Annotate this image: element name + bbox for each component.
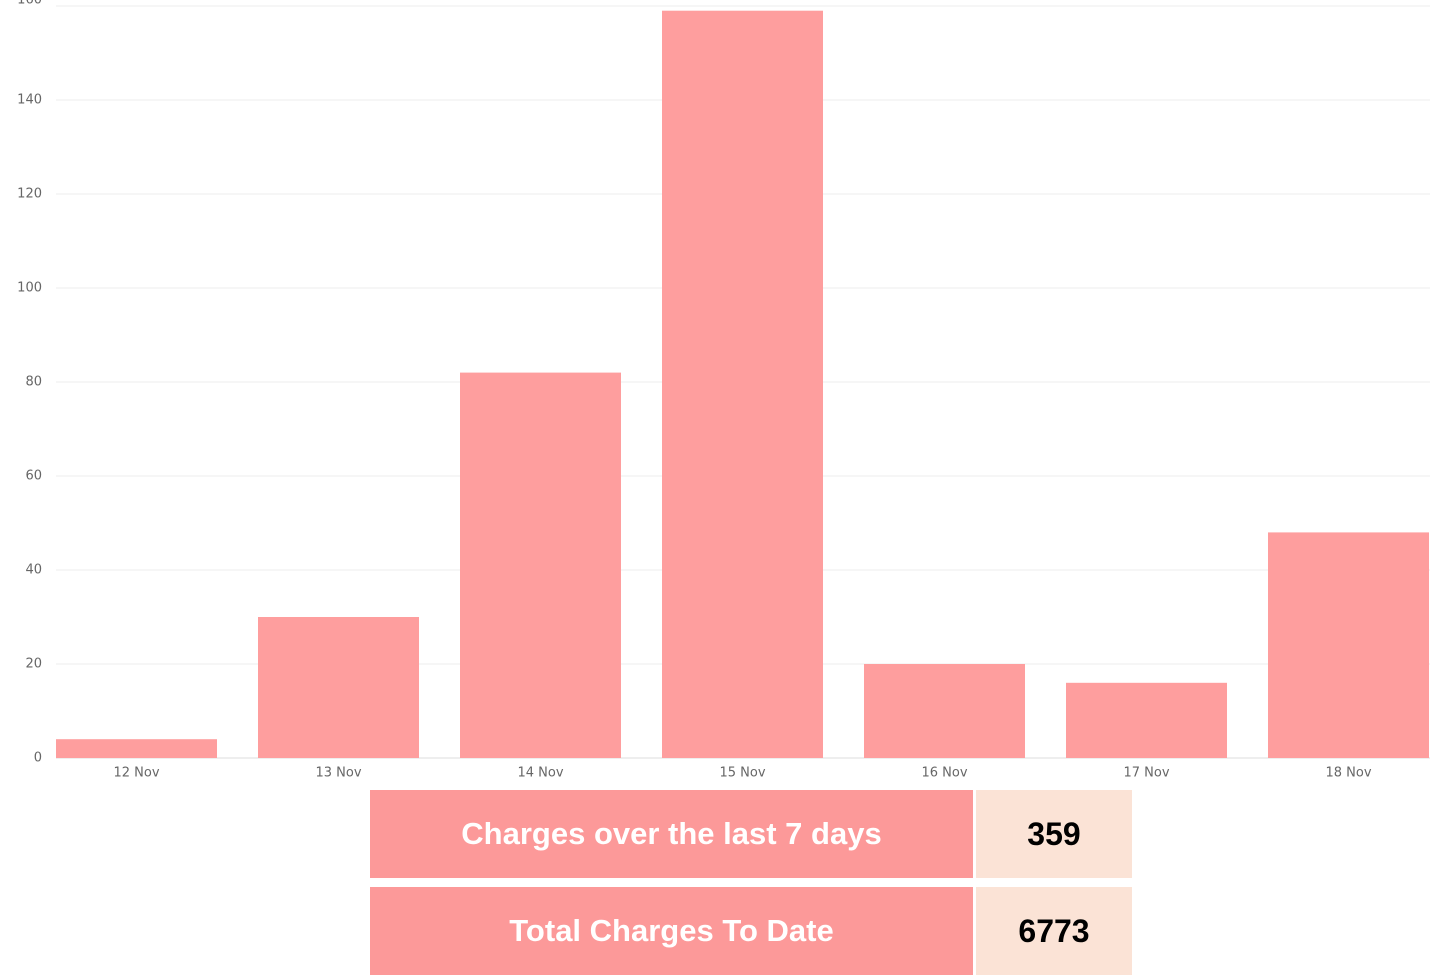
y-tick-label: 80 <box>25 375 42 390</box>
bar <box>662 10 823 758</box>
bar <box>56 739 217 758</box>
y-tick-label: 160 <box>17 0 42 8</box>
x-tick-label: 13 Nov <box>315 766 361 781</box>
summary-row: Charges over the last 7 days 359 <box>370 790 1132 878</box>
x-tick-label: 18 Nov <box>1325 766 1371 781</box>
y-tick-label: 0 <box>34 751 42 766</box>
bar <box>1066 682 1227 758</box>
summary-label: Total Charges To Date <box>370 878 976 975</box>
y-tick-label: 140 <box>17 93 42 108</box>
summary-row: Total Charges To Date 6773 <box>370 878 1132 975</box>
chart: 0 20 40 60 80 100 120 140 160 12 Nov 13 Nov 14 Nov 1… <box>17 0 1430 781</box>
x-tick-label: 16 Nov <box>921 766 967 781</box>
summary-table: Charges over the last 7 days 359 Total C… <box>370 790 1132 975</box>
y-tick-label: 40 <box>25 563 42 578</box>
summary-value: 359 <box>976 790 1132 878</box>
bar <box>258 617 419 758</box>
x-tick-label: 14 Nov <box>517 766 563 781</box>
x-tick-label: 12 Nov <box>113 766 159 781</box>
x-tick-label: 17 Nov <box>1123 766 1169 781</box>
bar <box>460 372 621 758</box>
y-tick-label: 100 <box>17 281 42 296</box>
bar <box>864 664 1025 758</box>
y-tick-label: 60 <box>25 469 42 484</box>
summary-label: Charges over the last 7 days <box>370 790 976 878</box>
y-tick-label: 20 <box>25 657 42 672</box>
summary-value: 6773 <box>976 878 1132 975</box>
bar <box>1268 532 1429 758</box>
y-tick-label: 120 <box>17 187 42 202</box>
x-tick-label: 15 Nov <box>719 766 765 781</box>
